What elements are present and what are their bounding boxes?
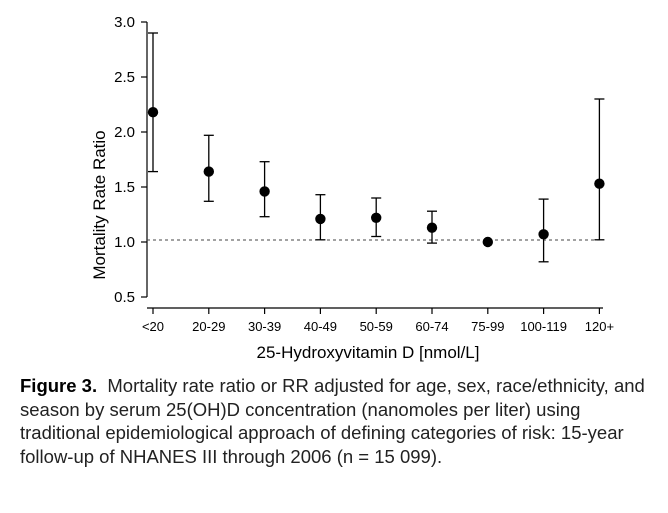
data-point <box>426 222 438 233</box>
y-tick-label: 2.0 <box>114 124 135 141</box>
y-axis-label: Mortality Rate Ratio <box>90 130 109 279</box>
data-point <box>147 107 159 118</box>
error-bars <box>148 32 605 263</box>
data-point <box>203 166 214 177</box>
x-tick-label: 30-39 <box>248 319 281 334</box>
data-point <box>259 186 270 197</box>
caption-text: Mortality rate ratio or RR adjusted for … <box>20 375 645 467</box>
data-point <box>594 178 605 189</box>
figure-label: Figure 3. <box>20 375 98 396</box>
x-tick-label: 20-29 <box>192 319 225 334</box>
x-tick-label: 100-119 <box>520 319 567 334</box>
y-tick-label: 2.5 <box>114 69 135 86</box>
x-tick-label: 60-74 <box>415 319 448 334</box>
x-tick-label: 50-59 <box>360 319 393 334</box>
x-tick-label: 75-99 <box>471 319 504 334</box>
mortality-chart: 0.5 1.0 1.5 2.0 2.5 3.0 <20 20-29 30-39 40-49 50-… <box>90 14 614 362</box>
data-points <box>147 107 605 248</box>
x-tick-label: 40-49 <box>304 319 337 334</box>
y-ticks: 0.5 1.0 1.5 2.0 2.5 3.0 <box>114 14 147 306</box>
y-tick-label: 1.0 <box>114 234 135 251</box>
x-tick-label: <20 <box>142 319 164 334</box>
x-tick-label: 120+ <box>585 319 614 334</box>
data-point <box>371 212 382 223</box>
data-point <box>538 229 549 240</box>
y-tick-label: 1.5 <box>114 179 135 196</box>
y-tick-label: 0.5 <box>114 289 135 306</box>
data-point <box>482 236 493 248</box>
figure-caption: Figure 3. Mortality rate ratio or RR adj… <box>20 374 650 468</box>
x-ticks: <20 20-29 30-39 40-49 50-59 60-74 75-99 100-119… <box>142 308 614 334</box>
data-point <box>315 213 326 225</box>
x-axis-label: 25-Hydroxyvitamin D [nmol/L] <box>257 343 480 362</box>
y-tick-label: 3.0 <box>114 14 135 31</box>
